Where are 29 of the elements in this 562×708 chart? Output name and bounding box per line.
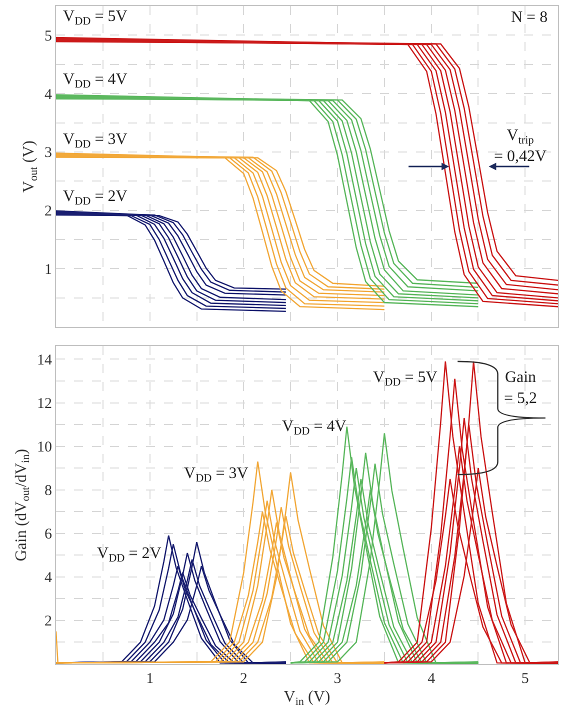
x-tick-label: 1 <box>146 671 154 687</box>
y-tick-label: 1 <box>44 262 52 278</box>
annotation: V$_{DD}$ = 4V <box>282 418 347 438</box>
x-tick-label: 3 <box>334 671 342 687</box>
y-tick-label: 4 <box>44 86 52 103</box>
y-tick-label: 5 <box>44 28 52 44</box>
y-tick-label: 6 <box>44 526 52 543</box>
annotation: Gain = 5,2 <box>504 369 538 407</box>
y-tick-label: 4 <box>44 570 52 586</box>
annotation: V$_{DD}$ = 5V <box>63 8 128 28</box>
y-tick-label: 10 <box>37 440 52 456</box>
y-tick-label: 8 <box>44 483 52 500</box>
y-tick-label: 2 <box>44 614 52 630</box>
y-tick-label: 3 <box>44 145 52 162</box>
y-tick-label: 14 <box>37 352 52 368</box>
annotation: V$_{trip}$ = 0,42V <box>494 127 548 165</box>
annotation: N = 8 <box>511 9 548 26</box>
annotation: V$_{DD}$ = 5V <box>373 369 438 388</box>
x-tick-label: 2 <box>240 671 248 687</box>
annotation: V$_{DD}$ = 2V <box>97 545 162 564</box>
annotation: V$_{DD}$ = 3V <box>184 465 249 484</box>
y-tick-label: 2 <box>44 204 52 220</box>
annotation: V$_{DD}$ = 2V <box>63 188 128 208</box>
y-tick-label: 12 <box>37 396 52 412</box>
x-axis-title: V$_{in}$ (V) <box>284 688 330 708</box>
annotation: V$_{DD}$ = 3V <box>63 131 128 150</box>
annotation: V$_{DD}$ = 4V <box>63 71 128 90</box>
x-tick-label: 5 <box>521 671 529 687</box>
x-tick-label: 4 <box>428 671 436 687</box>
